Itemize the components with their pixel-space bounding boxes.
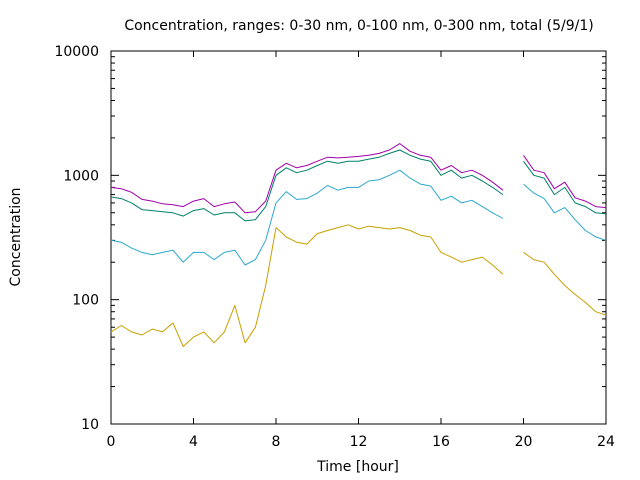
x-axis-label: Time [hour] (316, 459, 399, 475)
y-tick-label: 10 (81, 417, 99, 433)
x-tick-label: 24 (597, 434, 615, 450)
y-axis: 10 100 1000 10000 (54, 44, 606, 433)
x-tick-label: 16 (432, 434, 450, 450)
series-line-2 (110, 169, 607, 266)
series-lines (110, 143, 607, 347)
x-tick-label: 0 (107, 434, 116, 450)
x-tick-label: 4 (189, 434, 198, 450)
y-tick-label: 100 (72, 293, 99, 309)
y-axis-label: Concentration (8, 187, 24, 286)
x-tick-label: 12 (350, 434, 368, 450)
x-axis: 0 4 8 12 16 20 24 (107, 51, 615, 450)
chart-title: Concentration, ranges: 0-30 nm, 0-100 nm… (124, 18, 593, 34)
series-line-4 (110, 143, 607, 214)
series-line-1 (110, 224, 607, 347)
series-line-3 (110, 149, 607, 222)
y-tick-label: 10000 (54, 44, 99, 60)
x-tick-label: 20 (515, 434, 533, 450)
x-tick-label: 8 (272, 434, 281, 450)
y-tick-label: 1000 (63, 168, 99, 184)
